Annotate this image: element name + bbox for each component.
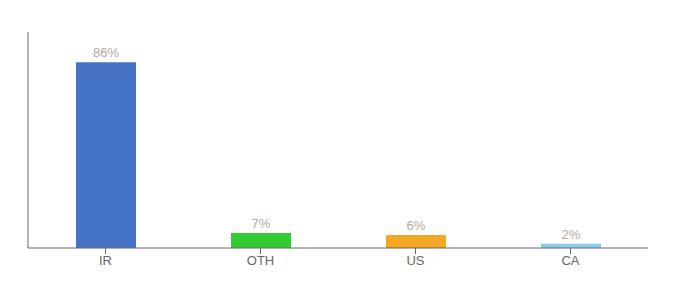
svg-text:OTH: OTH bbox=[247, 253, 274, 268]
svg-text:IR: IR bbox=[99, 253, 112, 268]
svg-text:6%: 6% bbox=[407, 218, 426, 233]
svg-text:2%: 2% bbox=[562, 227, 581, 242]
svg-text:US: US bbox=[406, 253, 424, 268]
svg-text:CA: CA bbox=[561, 253, 579, 268]
svg-text:7%: 7% bbox=[252, 216, 271, 231]
svg-text:86%: 86% bbox=[93, 45, 119, 60]
